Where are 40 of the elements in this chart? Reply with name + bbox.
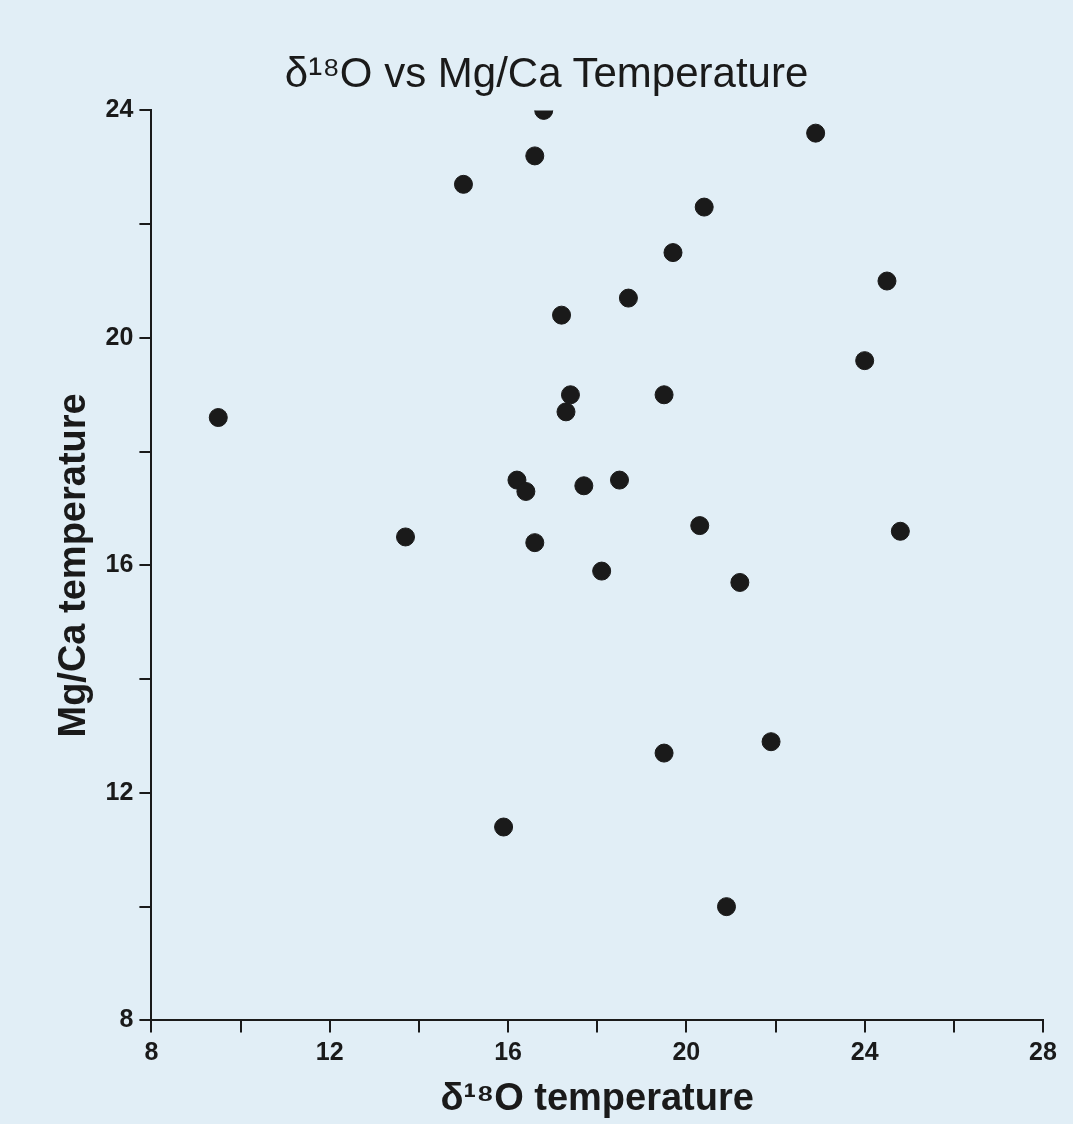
point <box>552 305 572 325</box>
point <box>560 385 580 405</box>
x-tick-label: 16 <box>494 1037 522 1066</box>
point <box>654 743 674 763</box>
point <box>690 516 710 536</box>
point <box>730 572 750 592</box>
point <box>890 521 910 541</box>
y-tick-label: 16 <box>105 549 134 578</box>
y-tick-label: 8 <box>119 1004 134 1033</box>
point <box>694 197 714 217</box>
point <box>716 897 736 917</box>
x-tick-label: 28 <box>1029 1037 1057 1066</box>
point <box>396 527 416 547</box>
point <box>453 174 473 194</box>
x-axis-title: δ¹⁸O temperature <box>440 1075 754 1118</box>
point <box>877 271 897 291</box>
x-tick-label: 24 <box>850 1037 879 1066</box>
point <box>494 817 514 837</box>
point <box>525 146 545 166</box>
x-tick-label: 12 <box>315 1037 344 1066</box>
point <box>556 402 576 422</box>
point <box>855 351 875 371</box>
point <box>592 561 612 581</box>
point <box>208 408 228 428</box>
point <box>806 123 826 143</box>
y-axis-title: Mg/Ca temperature <box>51 393 94 738</box>
y-tick-label: 24 <box>105 94 134 123</box>
point <box>761 732 781 752</box>
y-tick-label: 12 <box>105 776 134 805</box>
chart-title: δ¹⁸O vs Mg/Ca Temperature <box>284 48 809 96</box>
x-tick-label: 8 <box>144 1037 159 1066</box>
x-tick-label: 20 <box>672 1037 701 1066</box>
point <box>663 243 683 263</box>
point <box>618 288 638 308</box>
point <box>609 470 629 490</box>
point <box>654 385 674 405</box>
point <box>525 533 545 553</box>
y-tick-label: 20 <box>105 321 134 350</box>
point <box>516 481 536 501</box>
point <box>574 476 594 496</box>
